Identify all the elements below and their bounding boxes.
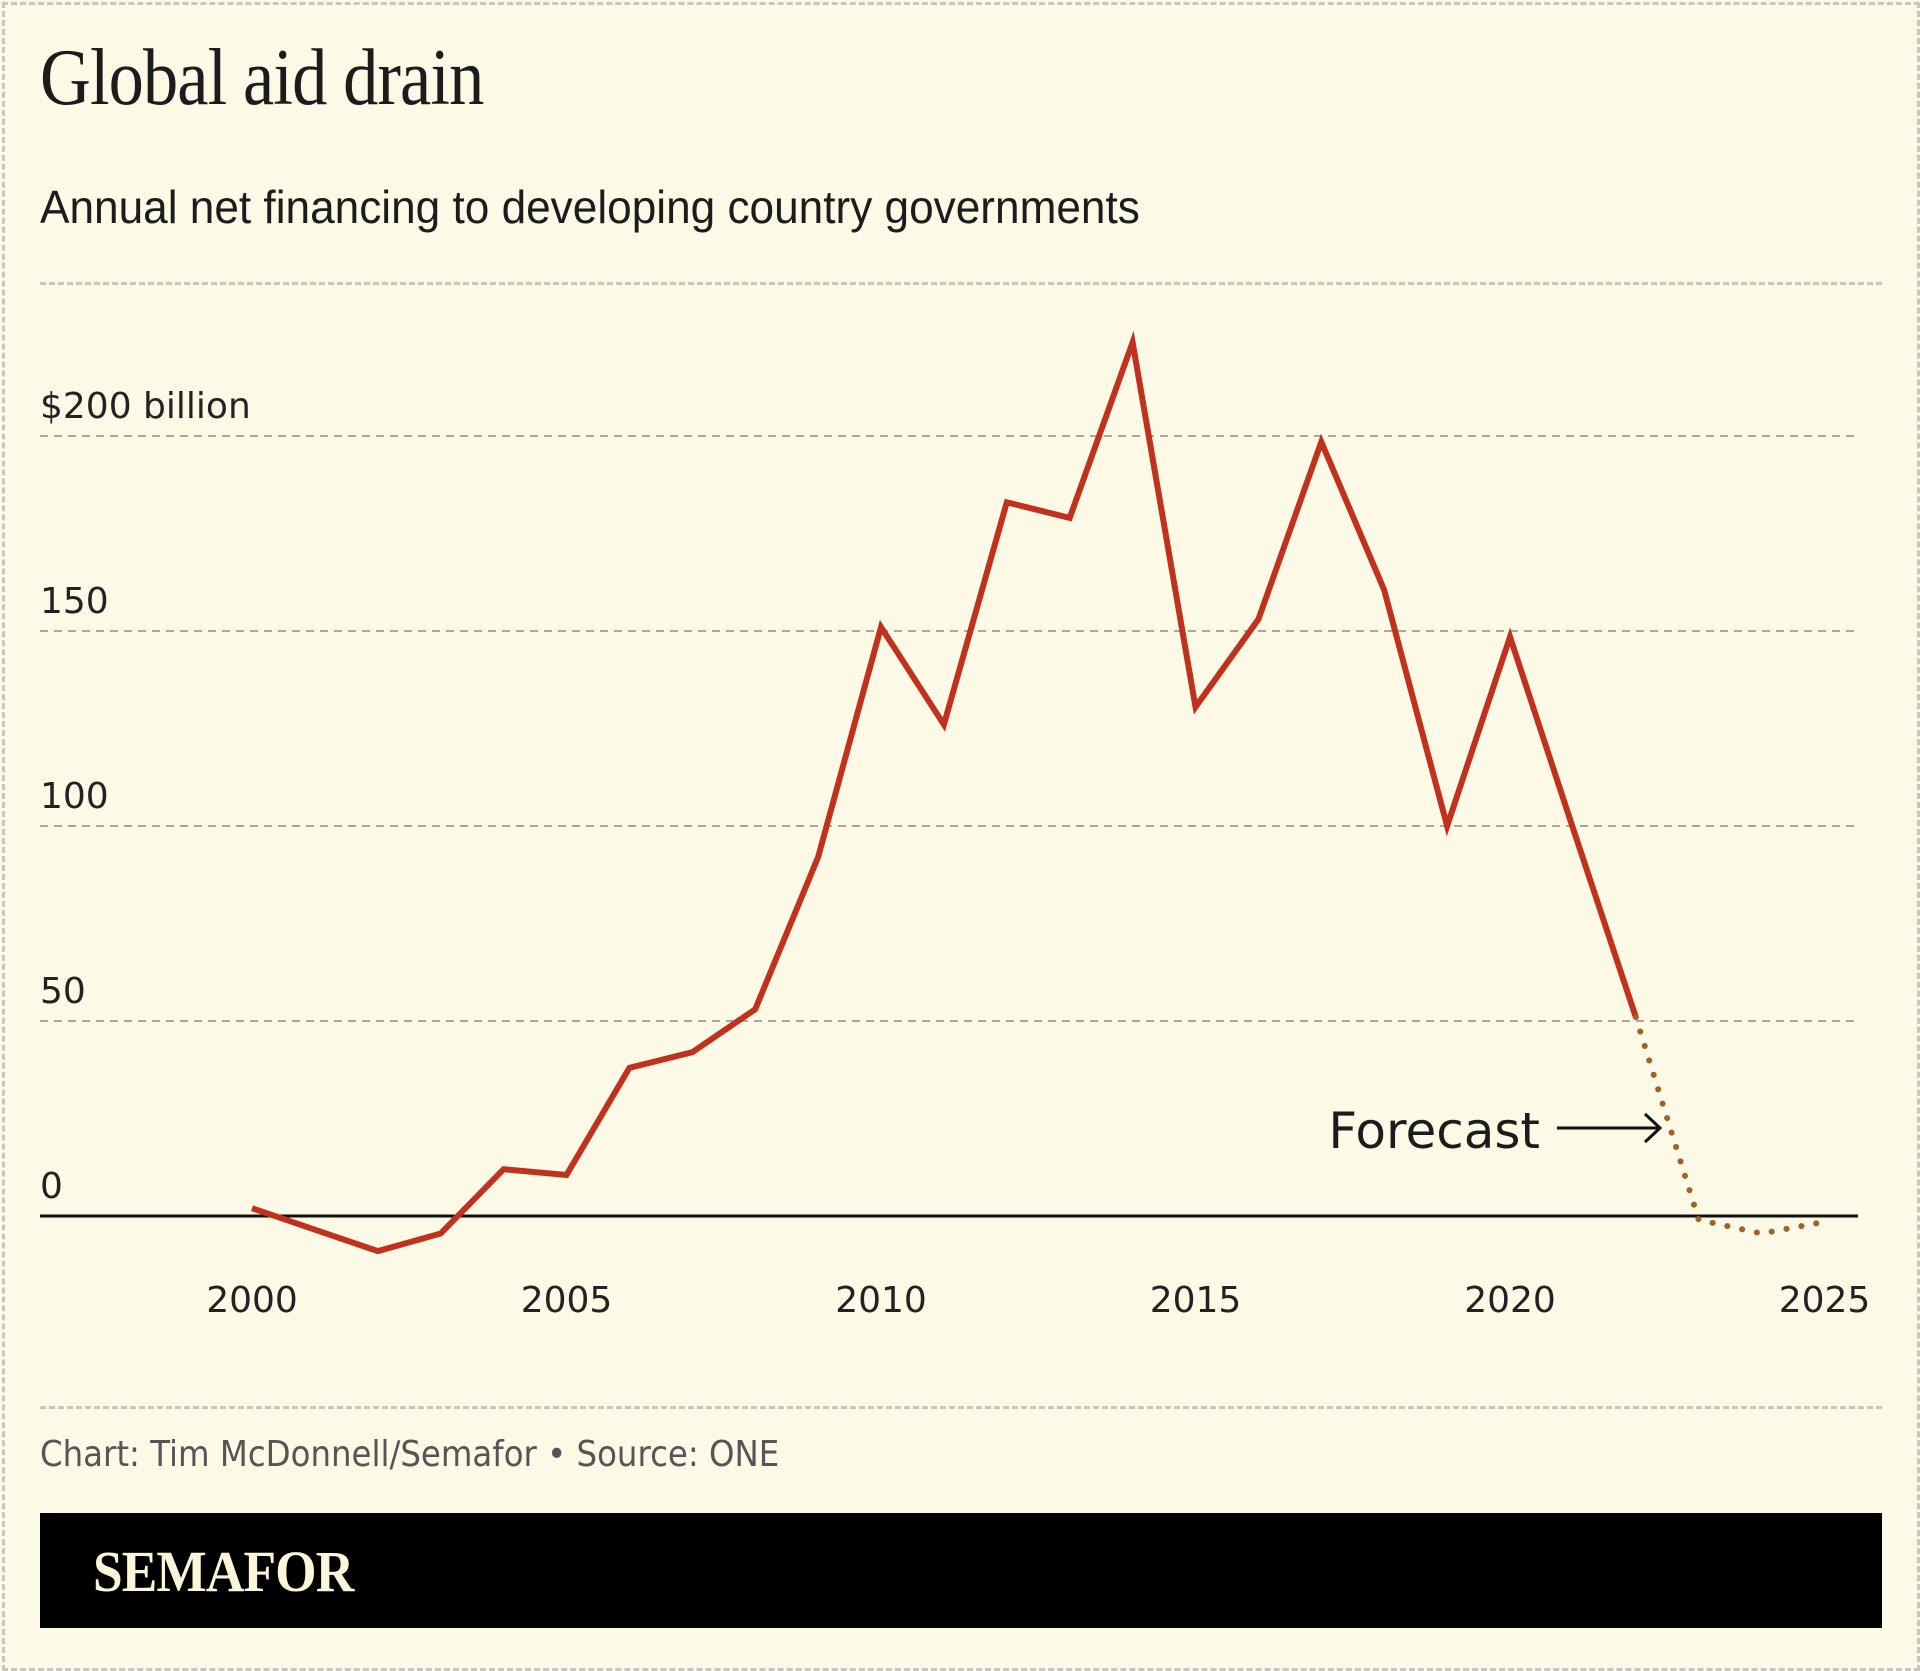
actual-point-2000 <box>249 1205 255 1211</box>
header-divider <box>40 282 1882 285</box>
actual-point-2016 <box>1255 616 1261 622</box>
footer-divider <box>40 1406 1882 1409</box>
actual-point-2008 <box>752 1006 758 1012</box>
x-tick-label: 2025 <box>1779 1280 1871 1321</box>
x-tick-label: 2010 <box>835 1280 927 1321</box>
actual-point-2013 <box>1067 515 1073 521</box>
actual-point-2006 <box>626 1065 632 1071</box>
y-tick-label: 0 <box>40 1166 63 1207</box>
forecast-point-2022 <box>1633 1014 1639 1020</box>
chart-title: Global aid drain <box>40 34 484 122</box>
series-lines <box>249 330 1828 1255</box>
actual-point-2001 <box>312 1227 318 1233</box>
forecast-series-line <box>1632 1014 1828 1237</box>
actual-point-2010 <box>878 624 884 630</box>
semafor-logo: SEMAFOR <box>93 1539 354 1604</box>
actual-point-2017 <box>1318 439 1324 445</box>
actual-point-2004 <box>501 1166 507 1172</box>
y-tick-label: $200 billion <box>40 386 251 427</box>
actual-point-2014 <box>1130 339 1136 345</box>
chart-subtitle: Annual net financing to developing count… <box>40 181 1140 233</box>
y-tick-label: 150 <box>40 581 109 622</box>
actual-point-2002 <box>375 1248 381 1254</box>
y-axis-tick-labels: 0 50 100 150 $200 billion <box>40 386 251 1207</box>
brand-bar: SEMAFOR <box>40 1513 1882 1628</box>
actual-series-line <box>251 330 1639 1255</box>
actual-point-2020 <box>1507 634 1513 640</box>
x-axis-tick-labels: 2000 2005 2010 2015 2020 2025 <box>206 1280 1870 1321</box>
actual-point-2021 <box>1570 825 1576 831</box>
x-tick-label: 2000 <box>206 1280 298 1321</box>
forecast-label: Forecast <box>1328 1102 1540 1160</box>
gridlines <box>40 435 1858 1022</box>
actual-point-2007 <box>689 1049 695 1055</box>
x-tick-label: 2015 <box>1150 1280 1242 1321</box>
forecast-annotation: Forecast <box>1328 1102 1663 1160</box>
actual-point-2012 <box>1004 499 1010 505</box>
y-tick-label: 50 <box>40 971 86 1012</box>
source-credit: Chart: Tim McDonnell/Semafor • Source: O… <box>40 1434 780 1475</box>
x-tick-label: 2005 <box>521 1280 613 1321</box>
forecast-point-2023 <box>1696 1217 1702 1223</box>
forecast-point-2024 <box>1759 1231 1765 1237</box>
forecast-arrow-icon <box>1557 1112 1663 1144</box>
actual-point-2018 <box>1381 587 1387 593</box>
actual-point-2015 <box>1193 704 1199 710</box>
actual-point-2011 <box>941 722 947 728</box>
actual-point-2019 <box>1444 823 1450 829</box>
forecast-point-2025 <box>1822 1219 1828 1225</box>
actual-point-2005 <box>564 1172 570 1178</box>
actual-point-2009 <box>815 854 821 860</box>
actual-point-2003 <box>438 1231 444 1237</box>
y-tick-label: 100 <box>40 776 109 817</box>
x-tick-label: 2020 <box>1464 1280 1556 1321</box>
